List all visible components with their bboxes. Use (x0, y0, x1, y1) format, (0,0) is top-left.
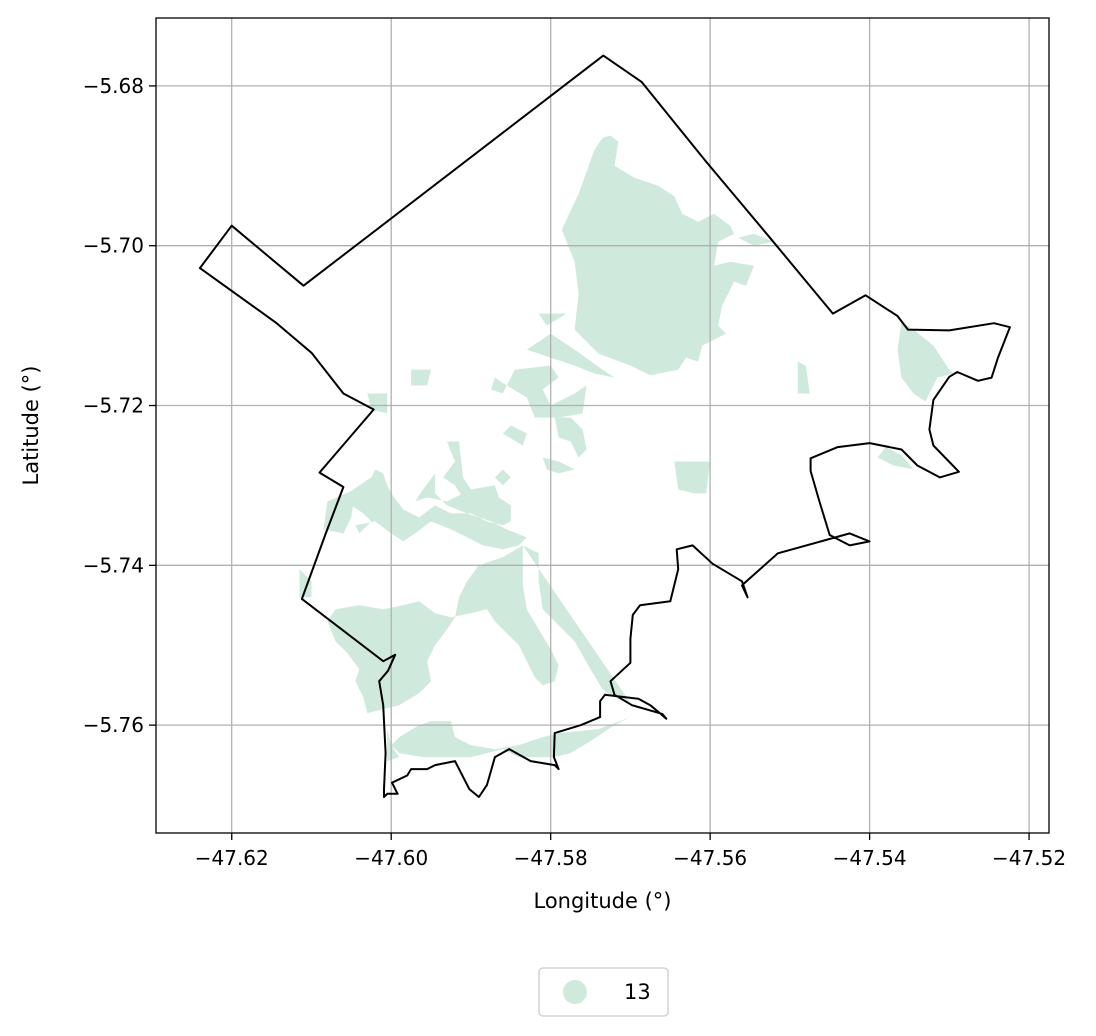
region-patch-3 (538, 313, 567, 326)
municipality-boundary (198, 54, 1011, 798)
y-tick-label: −5.72 (83, 394, 144, 418)
y-axis-ticks: −5.68 −5.70 −5.72 −5.74 −5.76 (83, 74, 156, 737)
region-patch-13 (347, 469, 527, 550)
x-tick-label: −47.62 (195, 846, 269, 870)
region-patch-16 (391, 545, 631, 758)
region-patch-1 (561, 135, 754, 376)
region-patch-23 (797, 361, 810, 394)
region-patch-2 (738, 233, 774, 246)
region-patch-22 (877, 447, 914, 470)
legend: 13 (538, 967, 669, 1017)
region-patch-4 (526, 333, 615, 378)
region-patch-14 (323, 489, 356, 534)
legend-entry-label: 13 (624, 980, 651, 1004)
y-tick-label: −5.68 (83, 74, 144, 98)
x-tick-label: −47.60 (354, 846, 428, 870)
region-patch-5 (490, 365, 587, 418)
x-axis-label: Longitude (°) (533, 889, 671, 913)
region-patch-6 (411, 369, 432, 386)
region-patch-20 (299, 569, 312, 598)
legend-box (538, 967, 669, 1017)
grid-lines (156, 18, 1049, 833)
region-patch-19 (387, 729, 400, 762)
y-axis-label: Latitude (°) (19, 366, 43, 486)
legend-marker (563, 980, 587, 1004)
x-tick-label: −47.58 (514, 846, 588, 870)
y-tick-label: −5.74 (83, 553, 144, 577)
y-tick-label: −5.76 (83, 713, 144, 737)
plot-frame (155, 17, 1050, 834)
x-axis-ticks: −47.62 −47.60 −47.58 −47.56 −47.54 −47.52 (195, 833, 1066, 870)
x-tick-label: −47.56 (673, 846, 747, 870)
x-tick-label: −47.52 (992, 846, 1066, 870)
region-patch-8 (502, 425, 527, 446)
y-tick-label: −5.70 (83, 234, 144, 258)
region-patch-12 (494, 469, 511, 486)
region-patch-21 (897, 321, 954, 402)
x-tick-label: −47.54 (833, 846, 907, 870)
region-patch-15 (674, 461, 711, 494)
region-patch-17 (327, 545, 559, 714)
region-patch-11 (443, 441, 471, 498)
region-patch-7 (554, 417, 587, 458)
